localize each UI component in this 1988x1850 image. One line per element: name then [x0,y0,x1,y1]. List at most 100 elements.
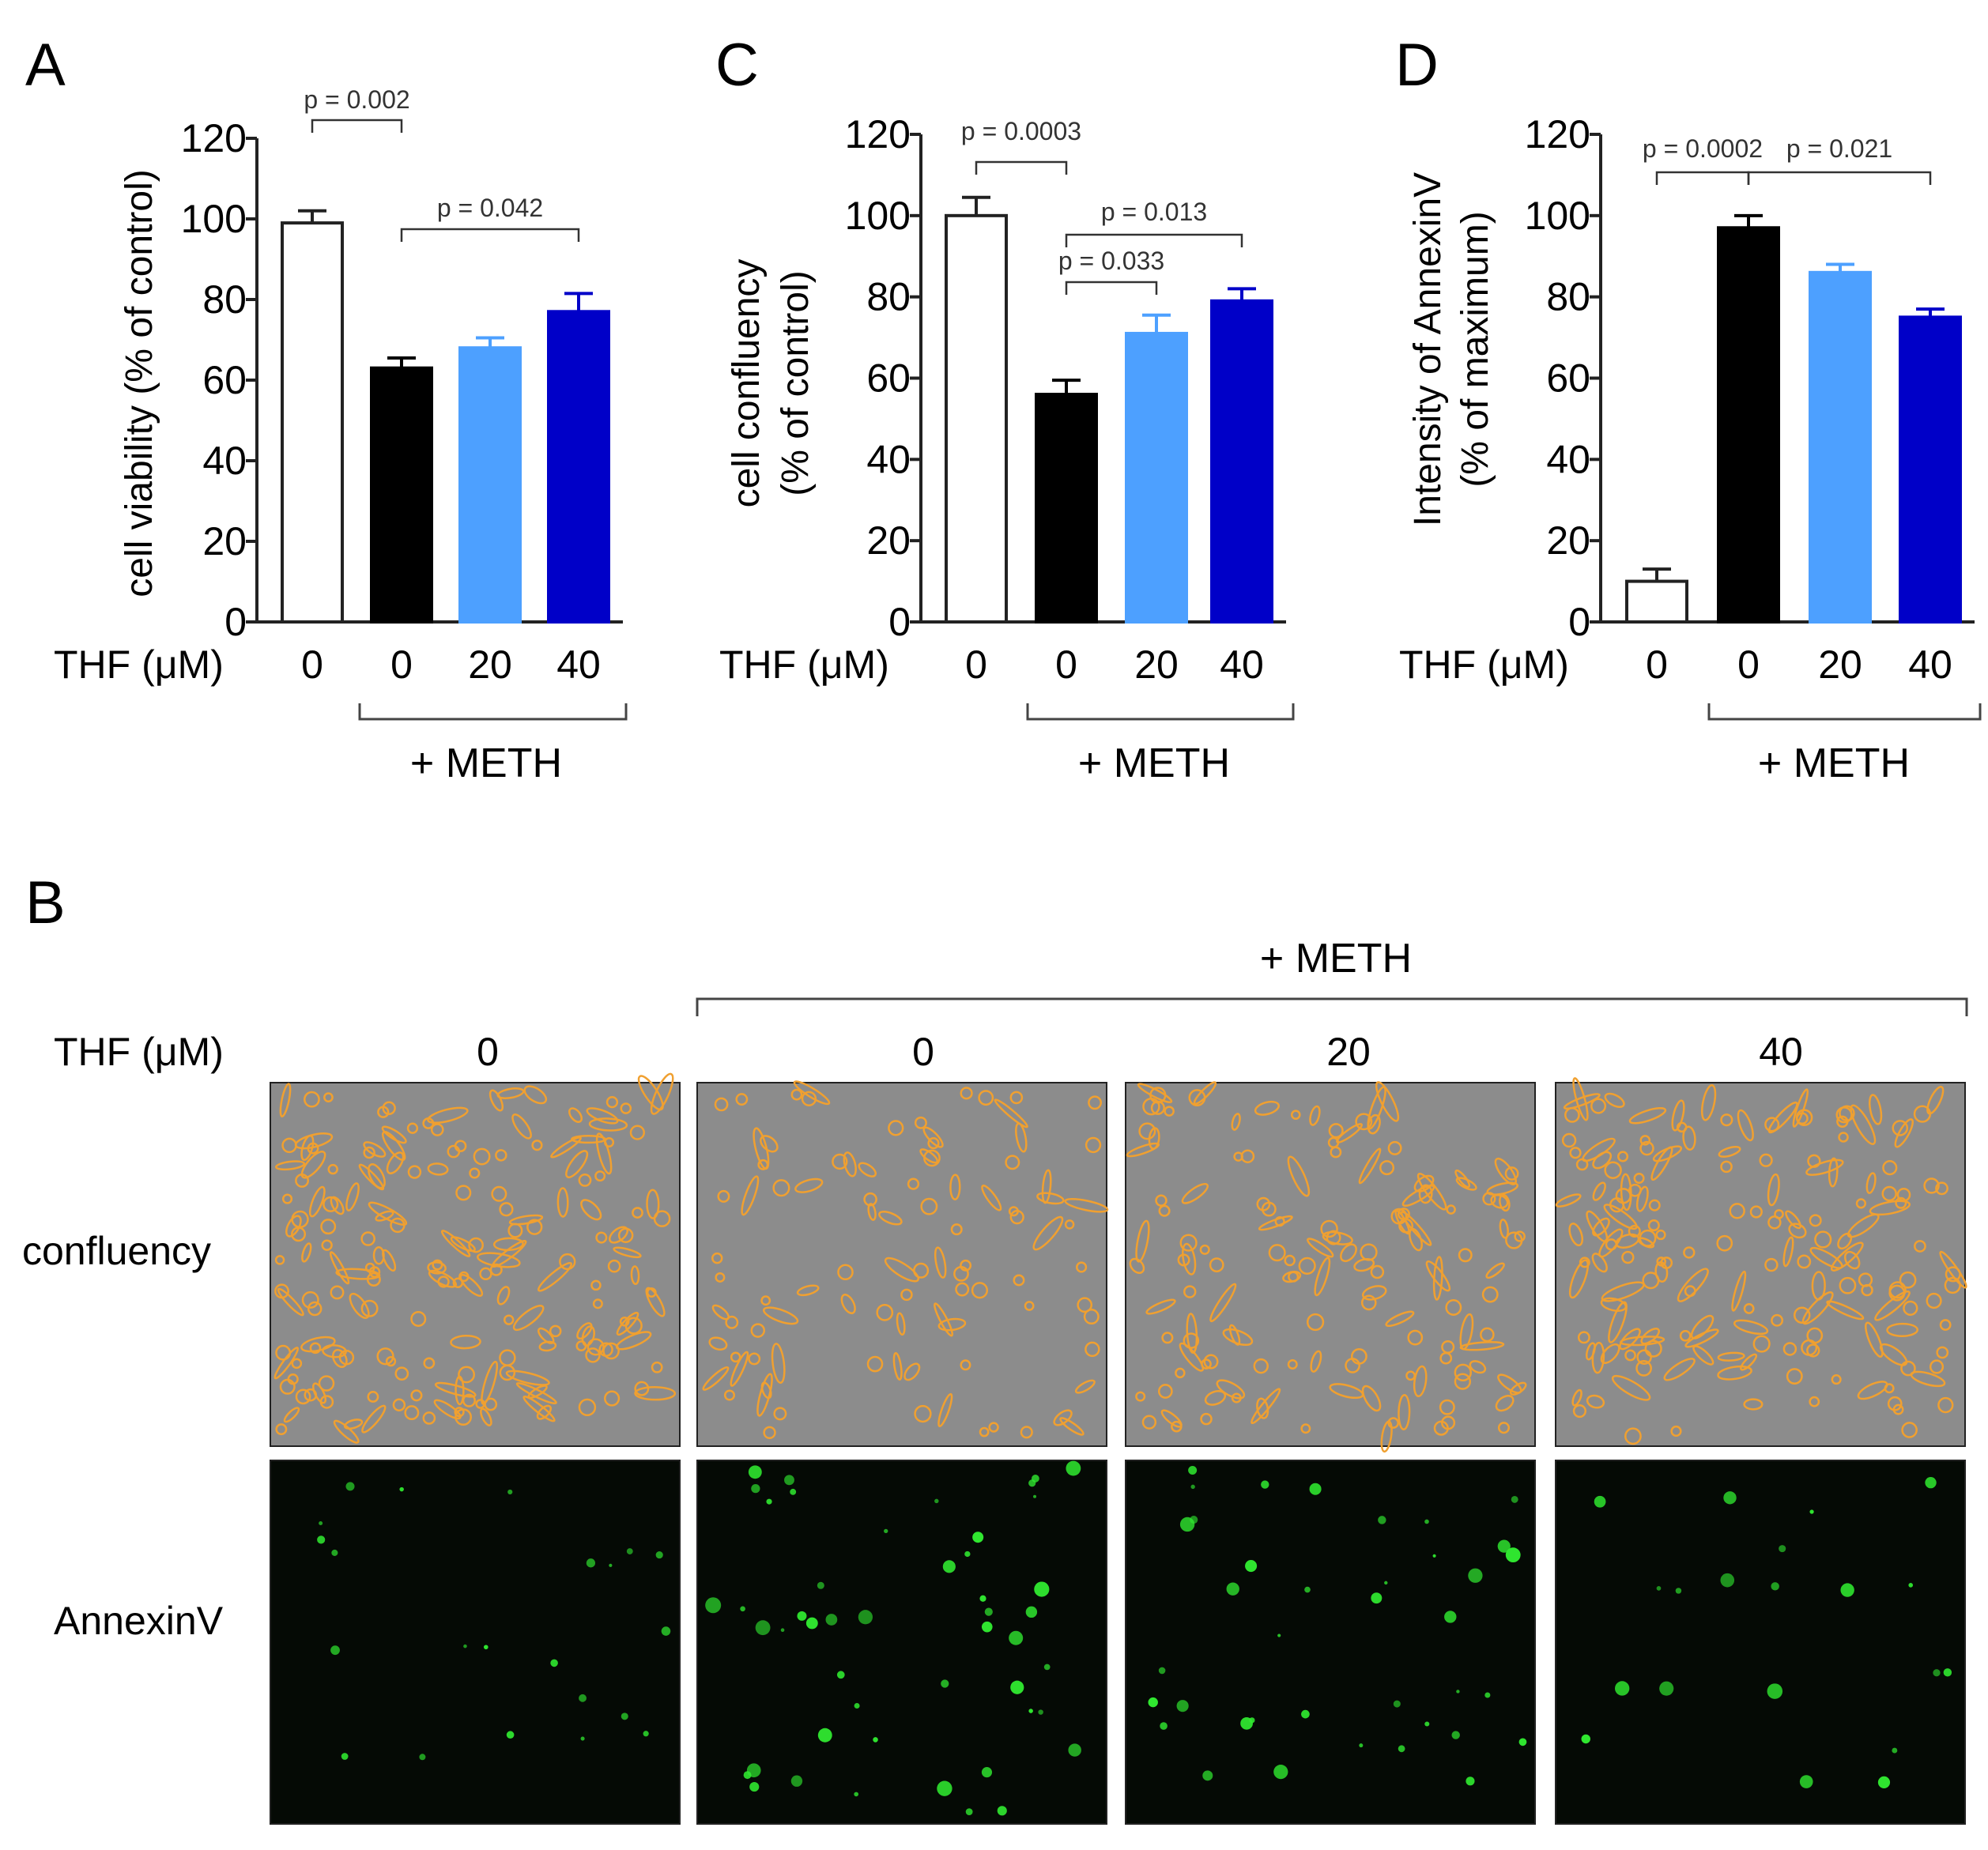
cell-outline [590,1279,602,1291]
cell-outline [1287,1155,1311,1197]
cell-outline [1353,1257,1375,1272]
annexin-spot [1943,1668,1952,1677]
cell-outline [1836,1115,1849,1128]
annexin-spot [1497,1539,1511,1553]
cell-outline [1881,1185,1897,1202]
cell-outline [536,1404,553,1420]
annexin-spot [1038,1709,1043,1715]
cell-outline [300,1134,315,1162]
cell-outline [1568,1223,1584,1246]
cell-outline [646,1189,660,1219]
cell-outline [1577,1331,1590,1344]
cell-outline [309,1342,322,1355]
y-tick-label: 120 [1525,112,1590,156]
cell-outline [1290,1110,1301,1120]
b-group-bracket [696,997,1968,1016]
cell-outline [323,1092,334,1103]
cell-outline [1608,1301,1628,1343]
annexin-spot [1304,1586,1311,1593]
cell-outline [630,1265,640,1286]
cell-outline [888,1120,904,1136]
x-tick-label: 0 [1737,642,1760,687]
cell-outline [376,1347,394,1366]
cell-outline [499,1364,516,1381]
annexin-spot [942,1560,956,1573]
cell-outline [1059,1417,1085,1436]
cell-outline [479,1267,492,1281]
cell-outline [1888,1281,1907,1299]
y-axis-label-line-1: cell confluency [726,259,768,508]
cell-outline [1400,1211,1432,1246]
annexin-spot [621,1712,628,1720]
annexin-spot [1068,1743,1081,1757]
cell-outline [1387,1417,1399,1429]
cell-outline [1432,1256,1443,1301]
bar [945,213,1008,624]
cell-outline [390,1217,406,1234]
cell-outline [404,1405,420,1421]
cell-outline [1370,1264,1385,1279]
cell-outline [756,1373,773,1417]
cell-outline [1568,1259,1590,1299]
cell-outline [363,1141,387,1158]
annexin-spot [1933,1669,1941,1677]
cell-outline [385,1355,397,1367]
cell-outline [1884,1383,1895,1394]
cell-outline [469,1167,481,1179]
cell-outline [372,1245,385,1265]
cell-outline [1157,1384,1173,1399]
annexin-spot [979,1595,986,1602]
panel-label-c: C [715,32,759,99]
significance-bracket [1655,171,1750,185]
cell-outline [1718,1146,1741,1158]
annexin-spot [1456,1690,1460,1694]
annexin-spot [941,1679,949,1688]
cell-outline [1375,1081,1400,1122]
annexin-spot [1779,1545,1786,1553]
annexin-spot [1261,1480,1269,1489]
significance-label: p = 0.021 [1786,134,1892,163]
bar [1625,579,1688,624]
x-tick-label: 20 [1134,642,1179,687]
cell-outline [423,1357,436,1370]
cell-outline [295,1388,311,1405]
cell-outline [866,1355,884,1373]
cell-outline [452,1277,464,1289]
cell-outline [568,1107,583,1123]
cell-outline [1640,1328,1660,1345]
cell-outline [1910,1370,1946,1388]
x-tick-label: 40 [556,642,601,687]
cell-outline [1655,1229,1666,1241]
cell-outline [953,1265,969,1282]
cell-outline [458,1271,470,1283]
cell-outline [907,1177,920,1190]
cell-outline [1336,1123,1364,1144]
cell-outline [1077,1297,1093,1313]
cell-outline [279,1378,296,1395]
cell-outline [595,1132,613,1175]
annexin-spot [1190,1484,1195,1490]
cell-outline [914,1116,927,1129]
x-title: THF (μM) [1399,642,1569,687]
cell-outline [1619,1328,1641,1351]
annexin-spot [1908,1583,1914,1588]
cell-outline [1322,1230,1353,1245]
cell-outline [1624,1427,1642,1445]
cell-outline [450,1236,476,1253]
cell-outline [363,1146,375,1159]
annexin-spot [580,1736,585,1741]
cell-outline [462,1393,476,1407]
cell-outline [750,1323,766,1338]
cell-outline [320,1219,337,1235]
cell-outline [281,1193,293,1204]
cell-outline [1637,1237,1655,1249]
group-bracket [1707,703,1982,721]
x-title: THF (μM) [54,642,224,687]
cell-outline [840,1294,856,1314]
cell-outline [1509,1381,1527,1396]
cell-outline [1330,1146,1342,1159]
annexin-spot [1009,1630,1024,1645]
cell-outline [294,1132,334,1150]
x-tick-label: 20 [468,642,512,687]
